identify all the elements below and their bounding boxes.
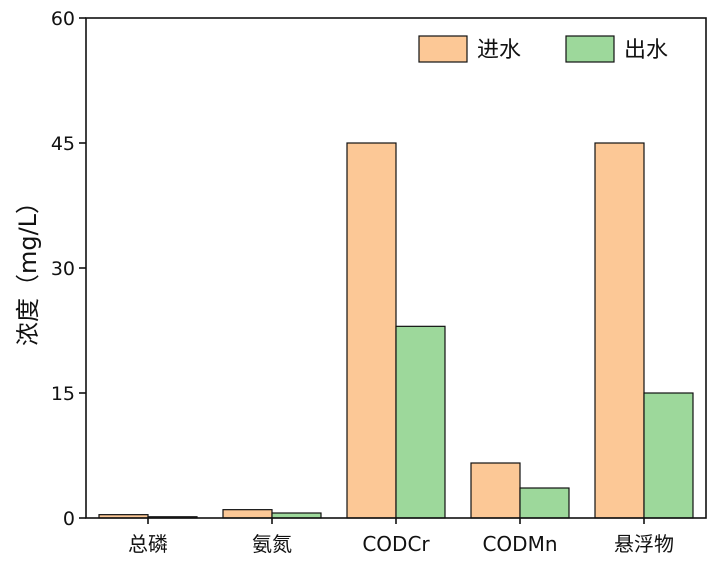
legend: 进水 出水 bbox=[418, 35, 668, 63]
y-tick-label: 60 bbox=[51, 8, 75, 30]
legend-label: 进水 bbox=[477, 38, 521, 63]
bars-group bbox=[98, 142, 694, 519]
y-tick-label: 45 bbox=[51, 133, 75, 155]
x-tick-label: CODCr bbox=[362, 532, 430, 556]
bar-1-4 bbox=[643, 392, 694, 519]
legend-label: 出水 bbox=[624, 38, 668, 63]
x-tick-label: 氨氮 bbox=[252, 532, 292, 556]
y-axis-title: 浓度（mg/L） bbox=[14, 190, 42, 346]
bar-0-3 bbox=[470, 462, 521, 519]
y-tick-label: 30 bbox=[51, 258, 75, 280]
bar-0-4 bbox=[594, 142, 645, 519]
y-tick-label: 0 bbox=[63, 508, 75, 530]
legend-swatch bbox=[418, 35, 468, 63]
bar-0-2 bbox=[346, 142, 397, 519]
legend-swatch bbox=[565, 35, 615, 63]
y-axis-ticks: 0 15 30 45 60 bbox=[51, 8, 86, 530]
y-tick-label: 15 bbox=[51, 383, 75, 405]
x-tick-label: 悬浮物 bbox=[614, 532, 674, 556]
bar-1-3 bbox=[519, 487, 570, 519]
bar-0-1 bbox=[222, 509, 273, 519]
x-tick-label: 总磷 bbox=[128, 532, 168, 556]
x-axis-ticks: 总磷 氨氮 CODCr CODMn 悬浮物 bbox=[128, 518, 674, 556]
x-tick-label: CODMn bbox=[482, 532, 557, 556]
bar-1-2 bbox=[395, 325, 446, 519]
